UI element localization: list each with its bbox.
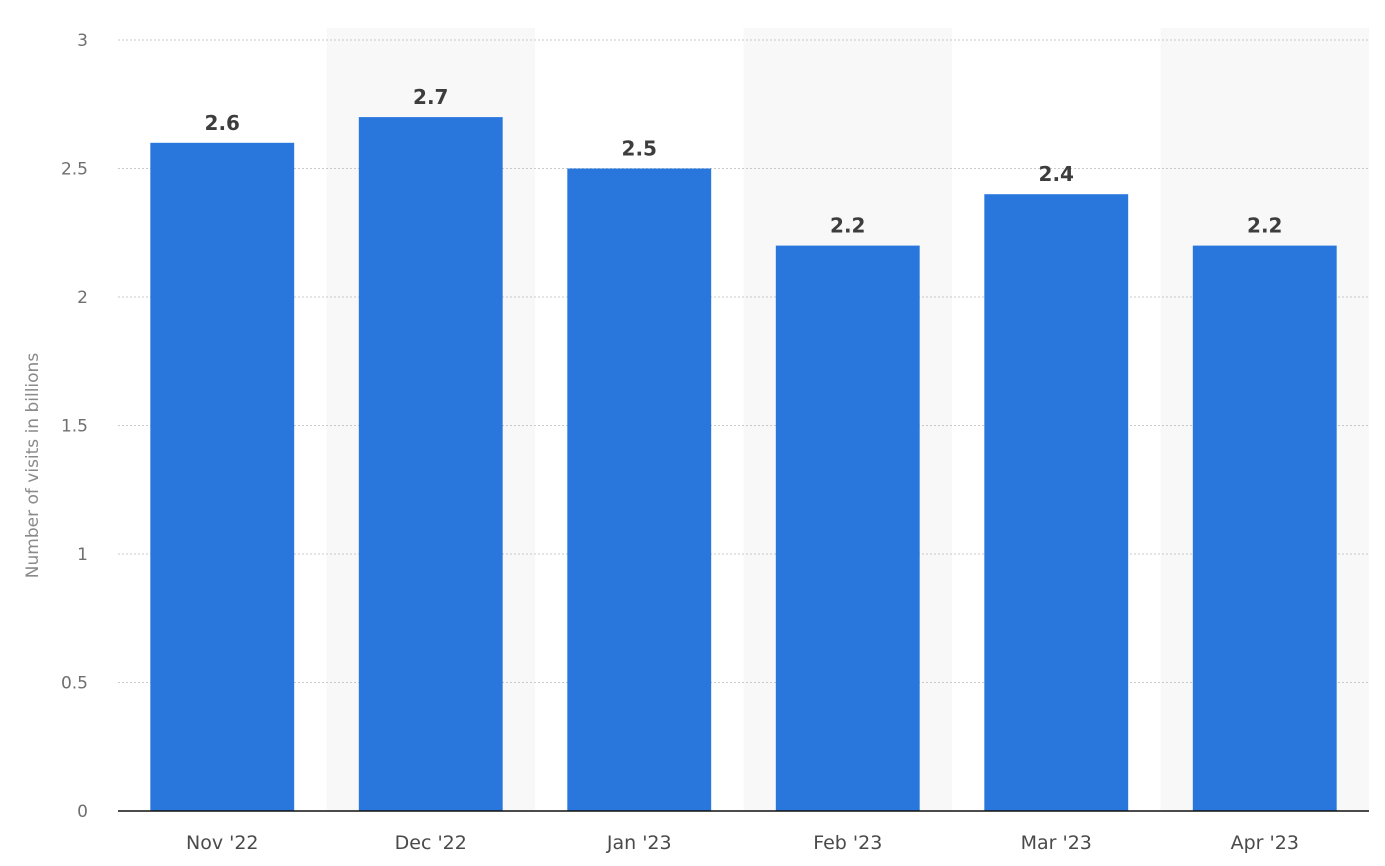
y-tick-label: 1.5 xyxy=(61,417,88,437)
bar-jan-23 xyxy=(567,168,712,811)
x-tick-label: Nov '22 xyxy=(186,832,259,854)
y-tick-label: 3 xyxy=(77,31,88,51)
y-axis-ticks: 0 0.5 1 1.5 2 2.5 3 xyxy=(61,31,88,822)
bar-feb-23 xyxy=(775,245,920,812)
y-axis-title: Number of visits in billions xyxy=(23,353,43,579)
x-tick-label: Dec '22 xyxy=(395,832,467,854)
y-tick-label: 2 xyxy=(77,288,88,308)
data-label: 2.7 xyxy=(413,85,448,109)
y-tick-label: 2.5 xyxy=(61,160,88,180)
x-tick-label: Feb '23 xyxy=(813,832,882,854)
x-tick-label: Jan '23 xyxy=(606,832,672,854)
data-label: 2.5 xyxy=(622,137,657,161)
data-label: 2.6 xyxy=(205,111,240,135)
data-label: 2.2 xyxy=(830,214,865,238)
bar-mar-23 xyxy=(984,194,1129,811)
x-tick-label: Apr '23 xyxy=(1231,832,1299,854)
y-tick-label: 0.5 xyxy=(61,674,88,694)
bar-apr-23 xyxy=(1192,245,1337,812)
bars xyxy=(150,117,1337,812)
data-labels: 2.6 2.7 2.5 2.2 2.4 2.2 xyxy=(205,85,1283,238)
x-tick-label: Mar '23 xyxy=(1021,832,1092,854)
y-tick-label: 1 xyxy=(77,545,88,565)
x-axis-ticks: Nov '22 Dec '22 Jan '23 Feb '23 Mar '23 Apr '… xyxy=(186,832,1299,854)
y-tick-label: 0 xyxy=(77,802,88,822)
bar-nov-22 xyxy=(150,142,295,812)
bar-dec-22 xyxy=(358,117,503,812)
data-label: 2.4 xyxy=(1039,162,1074,186)
gridlines xyxy=(118,39,1369,683)
data-label: 2.2 xyxy=(1247,214,1282,238)
